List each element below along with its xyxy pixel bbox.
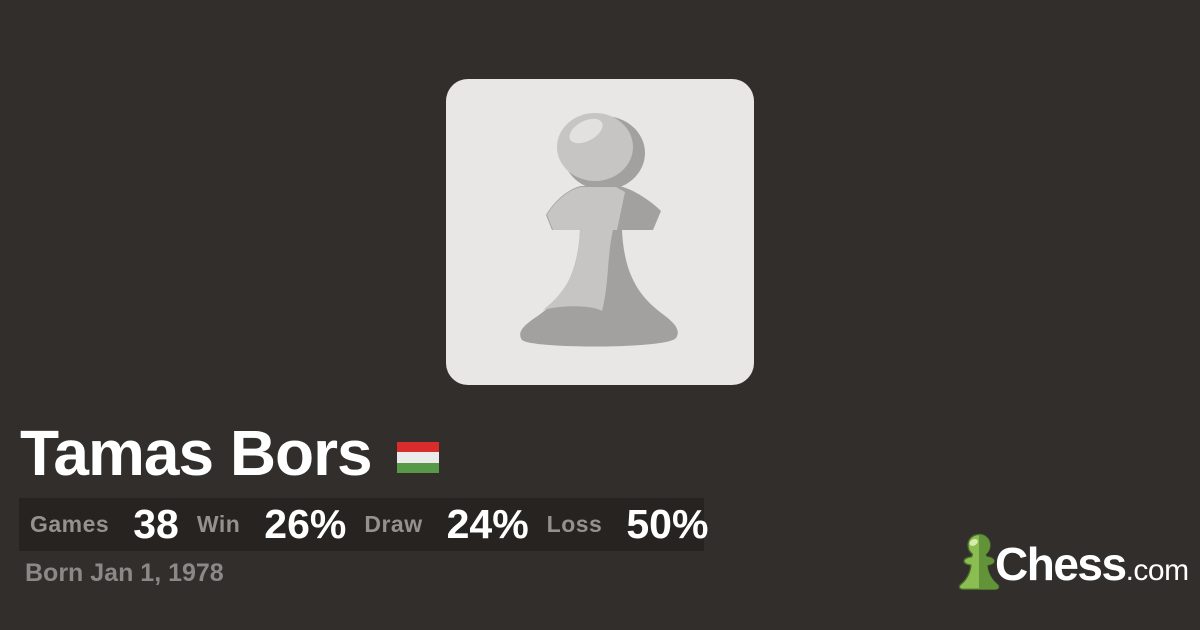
stats-bar: Games 38 Win 26% Draw 24% Loss 50% bbox=[19, 498, 708, 551]
flag-stripe-red bbox=[396, 442, 439, 453]
player-name: Tamas Bors bbox=[20, 417, 373, 489]
green-pawn-icon bbox=[958, 533, 1000, 590]
player-avatar bbox=[446, 79, 754, 385]
stat-games-value: 38 bbox=[133, 501, 179, 547]
flag-stripe-green bbox=[396, 462, 439, 473]
stat-win-label: Win bbox=[196, 511, 241, 537]
stat-win-value: 26% bbox=[264, 501, 347, 547]
stat-draw-label: Draw bbox=[364, 511, 423, 537]
born-date: Born Jan 1, 1978 bbox=[25, 559, 224, 587]
stat-games: Games 38 bbox=[30, 501, 197, 548]
stat-loss-label: Loss bbox=[546, 511, 603, 537]
brand-tld: .com bbox=[1125, 554, 1190, 587]
stat-games-label: Games bbox=[30, 511, 110, 537]
stat-draw-value: 24% bbox=[446, 501, 529, 547]
chesscom-logo: Chess .com bbox=[956, 528, 1189, 593]
hungary-flag-icon bbox=[396, 442, 439, 473]
stat-loss-value: 50% bbox=[626, 501, 709, 547]
flag-stripe-white bbox=[396, 452, 439, 463]
brand-name: Chess bbox=[995, 538, 1127, 590]
stat-loss: Loss 50% bbox=[547, 501, 727, 548]
title-row: Tamas Bors bbox=[20, 417, 439, 489]
stat-win: Win 26% bbox=[197, 501, 365, 548]
pawn-icon bbox=[520, 113, 678, 347]
stat-draw: Draw 24% bbox=[364, 501, 546, 548]
